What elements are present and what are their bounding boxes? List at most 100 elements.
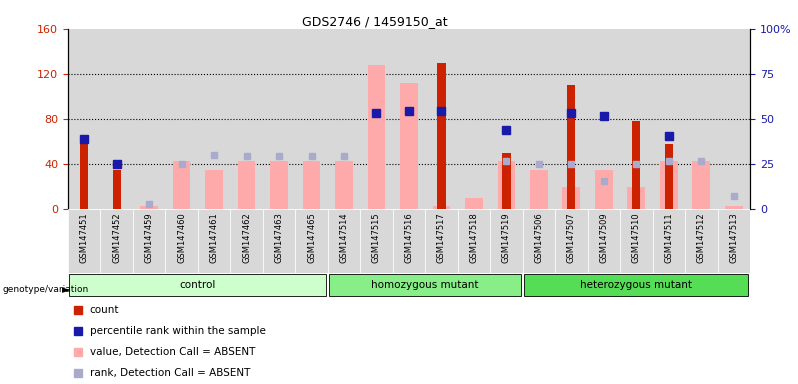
Text: GSM147509: GSM147509	[599, 212, 608, 263]
Bar	[425, 209, 458, 273]
Bar	[587, 29, 620, 209]
Bar	[302, 161, 321, 209]
Bar	[555, 29, 587, 209]
Bar	[490, 29, 523, 209]
Text: GSM147451: GSM147451	[80, 212, 89, 263]
Bar	[425, 29, 458, 209]
Bar	[132, 209, 165, 273]
Text: GSM147519: GSM147519	[502, 212, 511, 263]
Bar	[295, 29, 328, 209]
Bar	[717, 29, 750, 209]
Text: GSM147462: GSM147462	[242, 212, 251, 263]
Bar	[263, 209, 295, 273]
Bar	[458, 209, 490, 273]
Bar	[101, 29, 132, 209]
Text: GSM147511: GSM147511	[665, 212, 674, 263]
Bar	[198, 209, 231, 273]
Bar	[665, 144, 673, 209]
Bar	[587, 209, 620, 273]
Text: GSM147460: GSM147460	[177, 212, 186, 263]
Bar	[567, 85, 575, 209]
Bar	[80, 142, 88, 209]
Text: GSM147465: GSM147465	[307, 212, 316, 263]
Text: homozygous mutant: homozygous mutant	[372, 280, 479, 290]
Text: percentile rank within the sample: percentile rank within the sample	[89, 326, 266, 336]
Text: GSM147459: GSM147459	[144, 212, 153, 263]
Text: GSM147518: GSM147518	[469, 212, 479, 263]
Title: GDS2746 / 1459150_at: GDS2746 / 1459150_at	[302, 15, 448, 28]
Bar	[400, 83, 418, 209]
Bar	[205, 170, 223, 209]
Bar	[393, 209, 425, 273]
Text: GSM147461: GSM147461	[210, 212, 219, 263]
Bar	[563, 187, 580, 209]
Bar	[660, 161, 678, 209]
Bar	[620, 209, 653, 273]
Text: GSM147513: GSM147513	[729, 212, 738, 263]
Bar	[717, 209, 750, 273]
Bar	[437, 63, 445, 209]
Bar	[270, 161, 288, 209]
Bar	[263, 29, 295, 209]
Text: GSM147516: GSM147516	[405, 212, 413, 263]
Text: GSM147506: GSM147506	[535, 212, 543, 263]
Text: count: count	[89, 305, 119, 314]
Text: genotype/variation: genotype/variation	[2, 285, 89, 295]
Bar	[68, 29, 101, 209]
Bar	[335, 161, 353, 209]
Text: GSM147514: GSM147514	[339, 212, 349, 263]
Bar	[132, 29, 165, 209]
Bar	[490, 209, 523, 273]
Bar	[530, 170, 548, 209]
Text: GSM147517: GSM147517	[437, 212, 446, 263]
Bar	[725, 206, 743, 209]
Text: rank, Detection Call = ABSENT: rank, Detection Call = ABSENT	[89, 368, 250, 378]
Bar	[523, 209, 555, 273]
Bar	[620, 29, 653, 209]
Bar	[458, 29, 490, 209]
Bar	[360, 209, 393, 273]
Bar	[497, 161, 516, 209]
Bar	[295, 209, 328, 273]
Text: heterozygous mutant: heterozygous mutant	[580, 280, 693, 290]
Bar	[101, 209, 132, 273]
Bar	[595, 170, 613, 209]
Text: value, Detection Call = ABSENT: value, Detection Call = ABSENT	[89, 347, 255, 357]
Bar	[465, 198, 483, 209]
Bar	[330, 274, 521, 296]
Bar	[653, 29, 685, 209]
Bar	[524, 274, 749, 296]
Bar	[198, 29, 231, 209]
Bar	[68, 209, 101, 273]
Bar	[113, 170, 120, 209]
Bar	[172, 161, 191, 209]
Bar	[393, 29, 425, 209]
Text: ►: ►	[62, 285, 71, 295]
Bar	[69, 274, 326, 296]
Bar	[685, 29, 717, 209]
Bar	[328, 209, 360, 273]
Text: GSM147507: GSM147507	[567, 212, 576, 263]
Bar	[140, 206, 158, 209]
Bar	[555, 209, 587, 273]
Bar	[328, 29, 360, 209]
Bar	[632, 121, 641, 209]
Bar	[165, 209, 198, 273]
Bar	[627, 187, 646, 209]
Bar	[368, 65, 385, 209]
Text: GSM147510: GSM147510	[632, 212, 641, 263]
Text: GSM147512: GSM147512	[697, 212, 706, 263]
Bar	[503, 153, 511, 209]
Bar	[693, 161, 710, 209]
Bar	[685, 209, 717, 273]
Bar	[360, 29, 393, 209]
Bar	[231, 209, 263, 273]
Bar	[231, 29, 263, 209]
Text: GSM147515: GSM147515	[372, 212, 381, 263]
Bar	[165, 29, 198, 209]
Text: GSM147452: GSM147452	[112, 212, 121, 263]
Bar	[433, 206, 450, 209]
Bar	[523, 29, 555, 209]
Text: GSM147463: GSM147463	[275, 212, 283, 263]
Bar	[653, 209, 685, 273]
